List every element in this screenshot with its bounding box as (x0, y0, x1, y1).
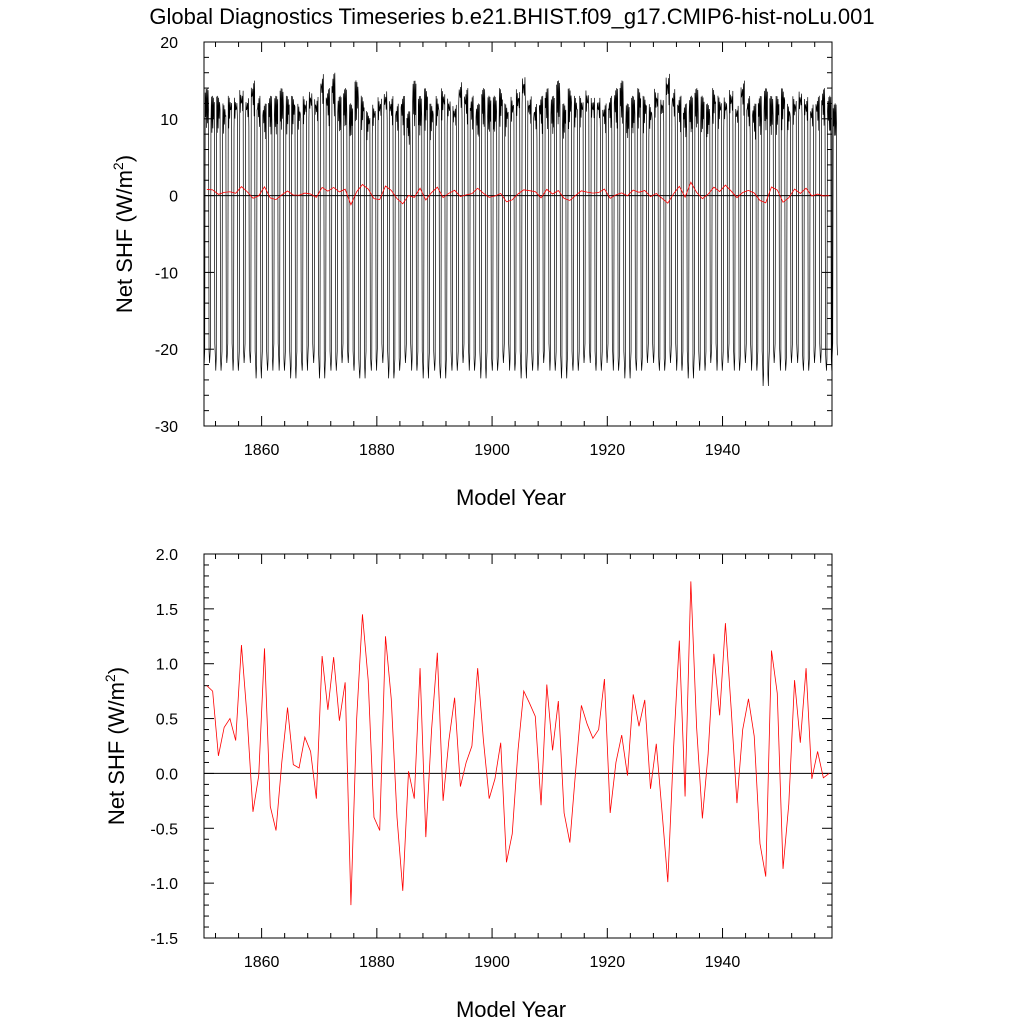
top-panel-frame (203, 41, 833, 427)
bottom-panel-ticks: 1860 1880 1900 1920 1940 -1.5 -1.0 -0.5 0.0 0.5 1.… (150, 547, 832, 971)
y-tick-label: 10 (160, 112, 178, 129)
y-tick-label: 20 (160, 35, 178, 52)
bottom-panel-data (204, 581, 832, 906)
bottom-panel-ylabel: Net SHF (W/m2) (102, 667, 129, 825)
x-tick-label: 1920 (590, 442, 626, 459)
y-tick-label: 1.5 (156, 602, 178, 619)
y-tick-label: 1.0 (156, 657, 178, 674)
top-panel: 1860 1880 1900 1920 1940 -30 -20 -10 0 10 20 Model… (110, 35, 838, 510)
y-tick-label: -10 (155, 265, 178, 282)
y-tick-label: 0.5 (156, 712, 178, 729)
bottom-panel-xlabel: Model Year (456, 997, 566, 1022)
bottom-panel-frame (203, 553, 833, 939)
y-tick-label: 0.0 (156, 766, 178, 783)
x-tick-label: 1880 (359, 954, 395, 971)
y-tick-label: -1.5 (150, 931, 178, 948)
top-panel-data (203, 72, 838, 387)
x-tick-label: 1900 (474, 442, 510, 459)
y-tick-label: 0 (169, 189, 178, 206)
monthly-series-line (203, 72, 838, 387)
x-tick-label: 1940 (705, 442, 741, 459)
x-tick-label: 1860 (244, 954, 280, 971)
top-panel-ticks: 1860 1880 1900 1920 1940 -30 -20 -10 0 10 20 (155, 35, 832, 459)
y-tick-label: -0.5 (150, 821, 178, 838)
figure-title: Global Diagnostics Timeseries b.e21.BHIS… (149, 4, 874, 29)
annual-mean-series-line (206, 581, 830, 906)
x-tick-label: 1900 (474, 954, 510, 971)
top-panel-xlabel: Model Year (456, 485, 566, 510)
x-tick-label: 1920 (590, 954, 626, 971)
y-tick-label: -30 (155, 419, 178, 436)
y-tick-label: -1.0 (150, 876, 178, 893)
annual-mean-series-line (206, 181, 830, 206)
y-tick-label: -20 (155, 342, 178, 359)
bottom-panel: 1860 1880 1900 1920 1940 -1.5 -1.0 -0.5 0.0 0.5 1.… (102, 547, 833, 1022)
top-panel-ylabel: Net SHF (W/m2) (110, 155, 137, 313)
x-tick-label: 1940 (705, 954, 741, 971)
y-tick-label: 2.0 (156, 547, 178, 564)
x-tick-label: 1880 (359, 442, 395, 459)
x-tick-label: 1860 (244, 442, 280, 459)
